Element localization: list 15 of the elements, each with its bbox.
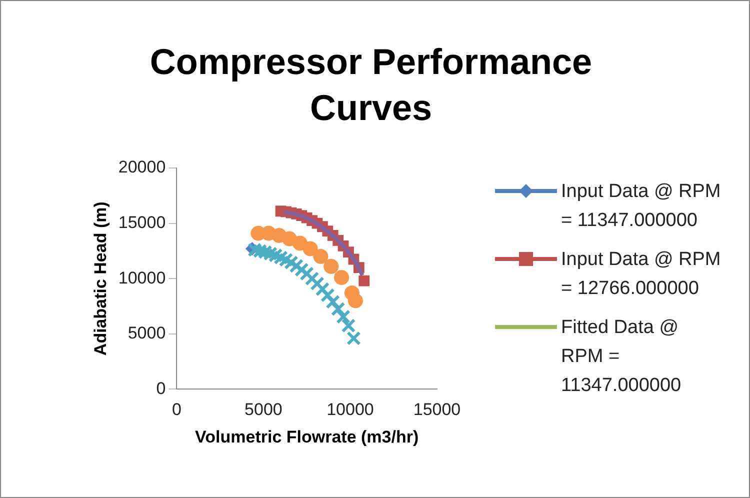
y-tick-label: 0	[156, 378, 166, 398]
x-tick-label: 5000	[244, 400, 282, 420]
x-axis-title: Volumetric Flowrate (m3/hr)	[195, 427, 419, 446]
x-tick-label: 15000	[413, 400, 461, 420]
y-tick-label: 20000	[118, 158, 166, 177]
chart-title: Compressor Performance Curves	[148, 40, 594, 130]
legend-label: Input Data @ RPM = 11347.000000	[561, 180, 721, 233]
legend-label: Fitted Data @ RPM = 11347.000000	[561, 316, 682, 398]
y-axis-title: Adiabatic Head (m)	[90, 202, 110, 356]
x-tick-label: 0	[172, 400, 182, 420]
y-tick-label: 15000	[118, 212, 166, 232]
legend-label: Input Data @ RPM = 12766.000000	[561, 248, 721, 301]
y-tick-label: 10000	[118, 268, 166, 288]
y-tick-label: 5000	[128, 324, 166, 343]
x-tick-label: 10000	[326, 400, 374, 420]
